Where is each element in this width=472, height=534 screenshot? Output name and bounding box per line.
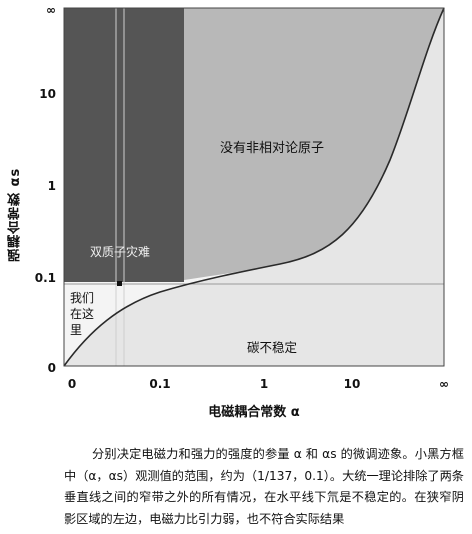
y-tick-label: 1 [48,179,56,193]
no-atoms-label: 没有非相对论原子 [220,141,324,156]
x-tick-label: 0.1 [149,377,170,391]
boundary-curve [63,7,445,367]
x-tick-label: 1 [260,377,268,391]
here-label-line: 里 [70,323,82,337]
y-tick-label: ∞ [46,3,56,17]
plot-frame [63,7,445,367]
carbon-unstable-region [64,8,444,366]
carbon-unstable-label: 碳不稳定 [247,340,297,355]
x-tick-label: ∞ [439,377,449,391]
figure-caption: 分别决定电磁力和强力的强度的参量 α 和 αs 的微调迹象。小黑方框中（α，αs… [64,447,464,526]
diproton-label: 双质子灾难 [90,244,150,259]
x-axis-label: 电磁耦合常数 α [208,404,300,420]
here-label-line: 在这 [70,306,94,321]
x-tick-label: 10 [344,377,361,391]
here-label-line: 我们 [70,290,94,305]
x-tick-label: 0 [68,377,76,391]
y-axis-label: 强耦合常数 αs [8,167,23,263]
y-tick-label: 0.1 [35,271,56,285]
observed-value-box [117,281,122,286]
y-tick-label: 10 [39,87,56,101]
no-atoms-region [184,8,444,280]
y-tick-label: 0 [48,361,56,375]
